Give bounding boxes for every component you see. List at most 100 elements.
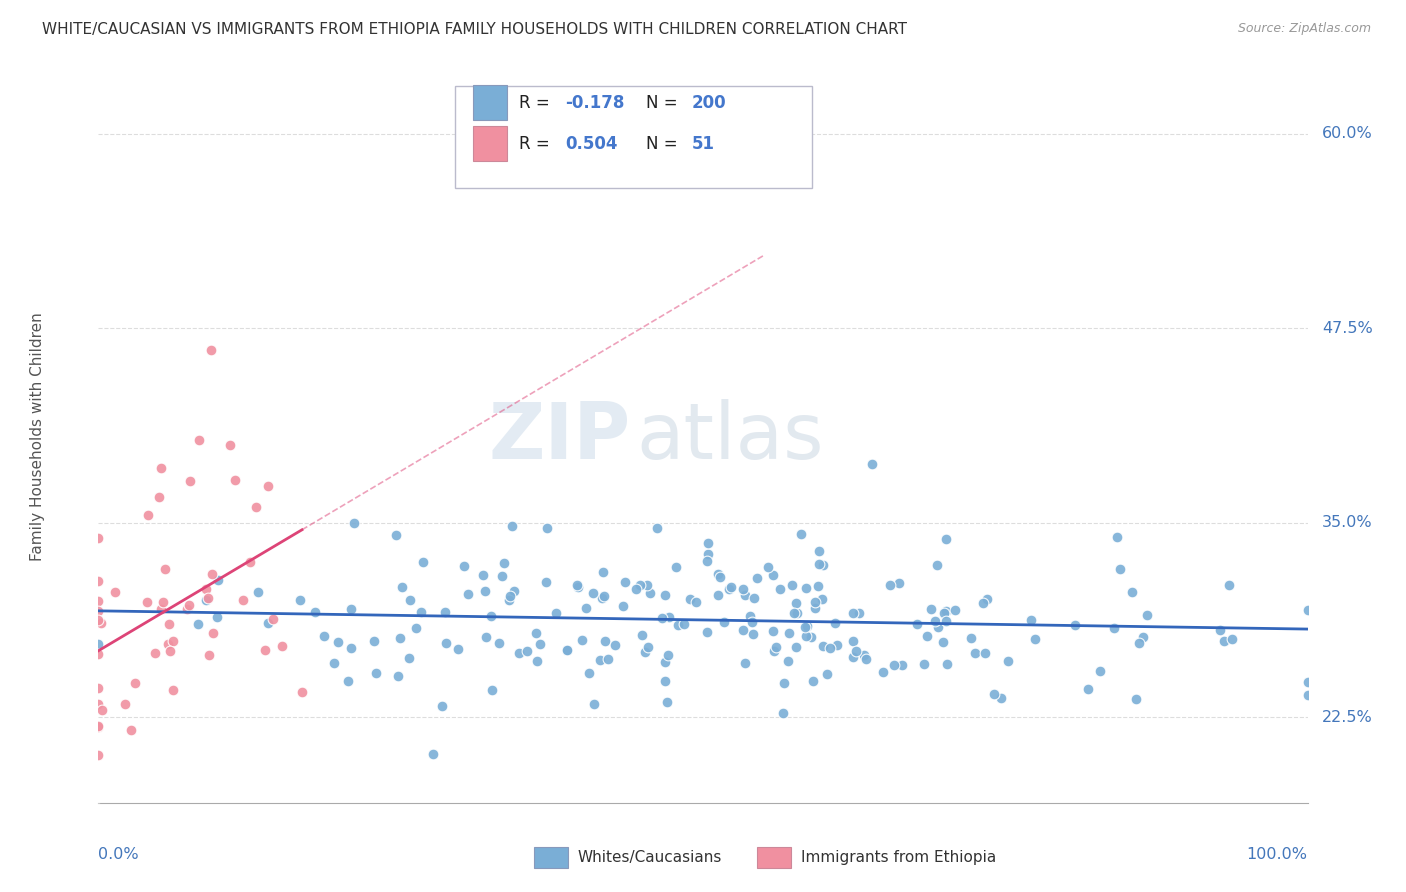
Point bbox=[159, 644, 181, 658]
Point bbox=[247, 585, 270, 599]
Point bbox=[188, 433, 211, 447]
Point bbox=[314, 629, 336, 643]
Point bbox=[713, 615, 735, 629]
Point bbox=[405, 621, 427, 635]
Point bbox=[773, 675, 796, 690]
Point bbox=[508, 646, 530, 660]
Point bbox=[824, 615, 846, 630]
Point bbox=[149, 460, 172, 475]
FancyBboxPatch shape bbox=[456, 86, 811, 188]
Point bbox=[291, 684, 314, 698]
Point bbox=[803, 673, 825, 688]
Point bbox=[195, 582, 218, 596]
Point bbox=[852, 648, 875, 662]
Point bbox=[87, 637, 110, 651]
Point bbox=[679, 591, 702, 606]
Point bbox=[762, 644, 785, 658]
Point bbox=[87, 604, 110, 618]
Point bbox=[114, 697, 136, 711]
Point bbox=[935, 604, 957, 618]
Text: N =: N = bbox=[647, 135, 683, 153]
Point bbox=[87, 613, 110, 627]
Point bbox=[634, 645, 657, 659]
Point bbox=[262, 612, 284, 626]
Point bbox=[1121, 584, 1143, 599]
Point bbox=[87, 747, 110, 762]
Point bbox=[337, 674, 360, 689]
Point bbox=[842, 633, 865, 648]
Point bbox=[1296, 688, 1319, 702]
Point bbox=[658, 610, 681, 624]
Point bbox=[912, 657, 935, 672]
Point bbox=[796, 619, 818, 633]
Point bbox=[87, 574, 110, 589]
Text: 200: 200 bbox=[692, 94, 727, 112]
Point bbox=[1132, 630, 1154, 644]
Point bbox=[706, 566, 728, 581]
Point bbox=[932, 634, 955, 648]
Point bbox=[304, 605, 326, 619]
Point bbox=[232, 593, 254, 607]
Point bbox=[253, 642, 276, 657]
Point bbox=[322, 657, 344, 671]
Text: 100.0%: 100.0% bbox=[1247, 847, 1308, 862]
Point bbox=[932, 607, 955, 621]
Point bbox=[91, 703, 114, 717]
Point bbox=[1128, 636, 1150, 650]
Point bbox=[733, 582, 755, 597]
Point bbox=[925, 558, 948, 572]
Point bbox=[198, 648, 221, 663]
Point bbox=[813, 558, 835, 573]
Point bbox=[364, 666, 387, 681]
Point bbox=[536, 520, 558, 534]
Point bbox=[794, 581, 817, 595]
Point bbox=[200, 343, 222, 358]
Point bbox=[756, 560, 779, 574]
Point bbox=[398, 651, 420, 665]
Point bbox=[1212, 633, 1234, 648]
Text: R =: R = bbox=[519, 135, 555, 153]
Point bbox=[218, 438, 240, 452]
Point bbox=[571, 632, 593, 647]
Point bbox=[696, 625, 718, 640]
Point bbox=[288, 593, 311, 607]
Point bbox=[516, 644, 538, 658]
Point bbox=[790, 527, 813, 541]
Point bbox=[498, 593, 520, 607]
Point bbox=[138, 508, 160, 523]
Point bbox=[665, 559, 688, 574]
Point bbox=[905, 616, 928, 631]
Point bbox=[685, 594, 707, 608]
Point bbox=[90, 615, 112, 630]
Point bbox=[745, 571, 768, 585]
Point bbox=[87, 647, 110, 661]
Point bbox=[889, 576, 911, 591]
Point bbox=[825, 638, 848, 652]
Point bbox=[591, 591, 613, 606]
Point bbox=[201, 625, 224, 640]
Point bbox=[589, 653, 612, 667]
Point bbox=[155, 562, 177, 576]
Point bbox=[943, 603, 966, 617]
Point bbox=[120, 723, 142, 737]
Point bbox=[575, 600, 598, 615]
Point bbox=[983, 687, 1005, 701]
Point bbox=[1220, 632, 1243, 647]
Point bbox=[270, 639, 292, 653]
Point bbox=[422, 747, 444, 761]
Text: 47.5%: 47.5% bbox=[1322, 320, 1372, 335]
Text: Source: ZipAtlas.com: Source: ZipAtlas.com bbox=[1237, 22, 1371, 36]
Point bbox=[935, 615, 957, 629]
Point bbox=[567, 580, 589, 594]
Point bbox=[197, 591, 219, 606]
Point bbox=[842, 650, 865, 665]
Point bbox=[780, 578, 803, 592]
Text: 0.504: 0.504 bbox=[565, 135, 617, 153]
Point bbox=[432, 699, 454, 714]
Point bbox=[997, 654, 1019, 668]
Point bbox=[731, 623, 754, 637]
Point bbox=[598, 652, 620, 666]
Point bbox=[786, 606, 808, 620]
Point bbox=[778, 626, 800, 640]
Text: Immigrants from Ethiopia: Immigrants from Ethiopia bbox=[801, 850, 997, 865]
